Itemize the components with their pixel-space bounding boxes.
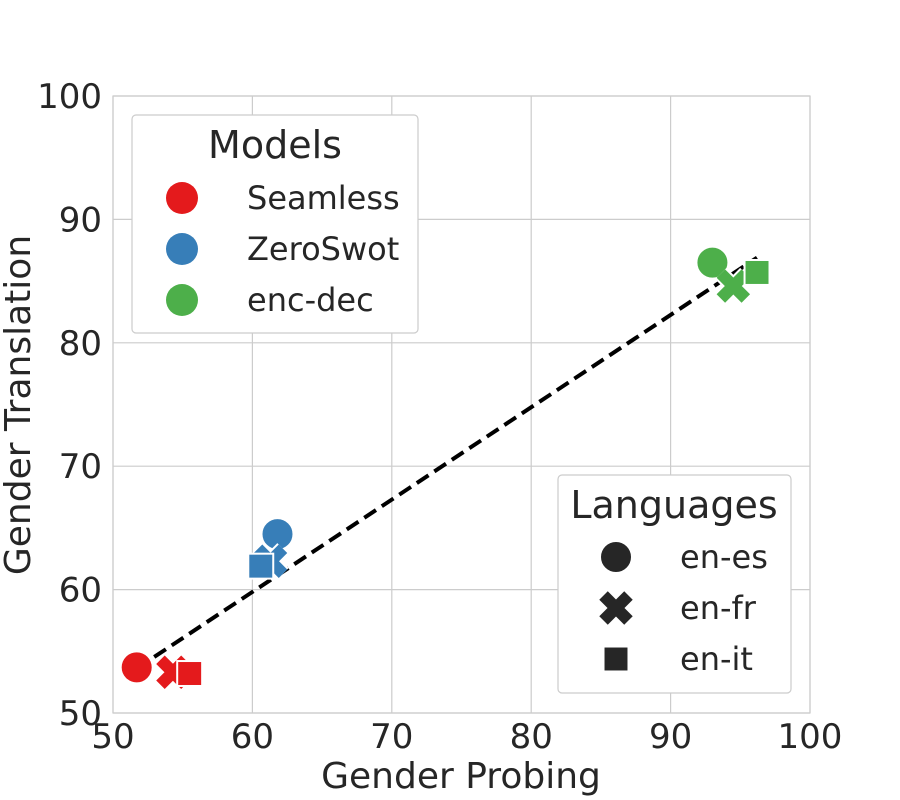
languages-legend: Languages en-es en-fr en-it — [557, 474, 792, 694]
models-legend: Models Seamless ZeroSwot enc-dec — [131, 114, 419, 334]
x-axis-label: Gender Probing — [321, 756, 601, 797]
legend-swatch-zeroswot — [166, 233, 198, 265]
point-seamless-en-it — [176, 660, 204, 687]
y-tick-labels: 50 60 70 80 90 100 — [37, 77, 102, 734]
y-tick-label: 80 — [59, 324, 102, 364]
x-tick-label: 90 — [649, 717, 692, 757]
models-legend-items: Seamless ZeroSwot enc-dec — [166, 179, 400, 319]
languages-legend-box — [557, 474, 792, 694]
x-tick-label: 50 — [91, 717, 134, 757]
y-tick-label: 100 — [37, 77, 102, 117]
models-legend-title: Models — [208, 123, 342, 167]
legend-label-en-it: en-it — [680, 640, 753, 678]
languages-legend-items: en-es en-fr en-it — [597, 538, 768, 678]
legend-label-zeroswot: ZeroSwot — [247, 230, 399, 268]
x-tick-label: 100 — [778, 717, 843, 757]
data-points — [119, 245, 771, 691]
point-zeroswot-en-it — [247, 552, 275, 580]
legend-swatch-seamless — [166, 182, 198, 214]
legend-label-enc-dec: enc-dec — [247, 281, 374, 319]
point-enc-dec-en-es — [695, 245, 730, 280]
point-seamless-en-es — [119, 650, 154, 685]
legend-marker-en-es — [599, 540, 633, 574]
y-axis-label: Gender Translation — [0, 235, 39, 575]
y-tick-label: 70 — [59, 447, 102, 487]
legend-marker-en-fr — [597, 589, 635, 627]
x-tick-label: 70 — [370, 717, 413, 757]
x-tick-label: 80 — [510, 717, 553, 757]
point-enc-dec-en-fr — [715, 267, 752, 305]
trend-line — [135, 255, 759, 671]
y-tick-label: 90 — [59, 200, 102, 240]
models-legend-box — [131, 114, 419, 334]
legend-label-seamless: Seamless — [247, 179, 400, 217]
y-tick-label: 60 — [59, 571, 102, 611]
x-tick-label: 60 — [231, 717, 274, 757]
languages-legend-title: Languages — [570, 483, 777, 527]
legend-label-en-es: en-es — [680, 538, 768, 576]
marker-stroke — [599, 591, 633, 625]
x-tick-labels: 50 60 70 80 90 100 — [91, 717, 842, 757]
point-enc-dec-en-it — [743, 258, 771, 286]
trend-line-group — [135, 255, 759, 671]
legend-marker-en-it — [602, 645, 630, 673]
marker-stroke — [716, 269, 751, 303]
legend-label-en-fr: en-fr — [680, 589, 757, 627]
y-tick-label: 50 — [59, 694, 102, 734]
legend-swatch-enc-dec — [166, 284, 198, 316]
